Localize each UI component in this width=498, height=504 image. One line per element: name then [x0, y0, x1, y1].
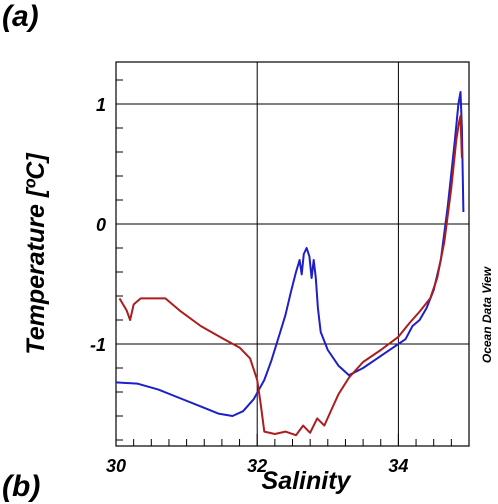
panel-label-a: (a) — [2, 0, 39, 33]
y-tick-label: 0 — [96, 215, 106, 235]
y-tick-label: 1 — [96, 95, 106, 115]
x-axis-label: Salinity — [262, 467, 352, 495]
plot-frame — [115, 61, 470, 447]
chart-layer: 30 32 34 1 0 -1 — [90, 61, 470, 476]
x-tick-label: 30 — [106, 456, 126, 476]
x-tick-label: 32 — [247, 456, 267, 476]
ocean-data-view-label: Ocean Data View — [480, 266, 494, 363]
y-axis-label: Temperature [ºC] — [22, 152, 50, 355]
y-tick-label: -1 — [90, 335, 106, 355]
red-series-line — [118, 115, 463, 437]
x-tick-label: 34 — [388, 456, 408, 476]
panel-label-b: (b) — [2, 470, 41, 503]
